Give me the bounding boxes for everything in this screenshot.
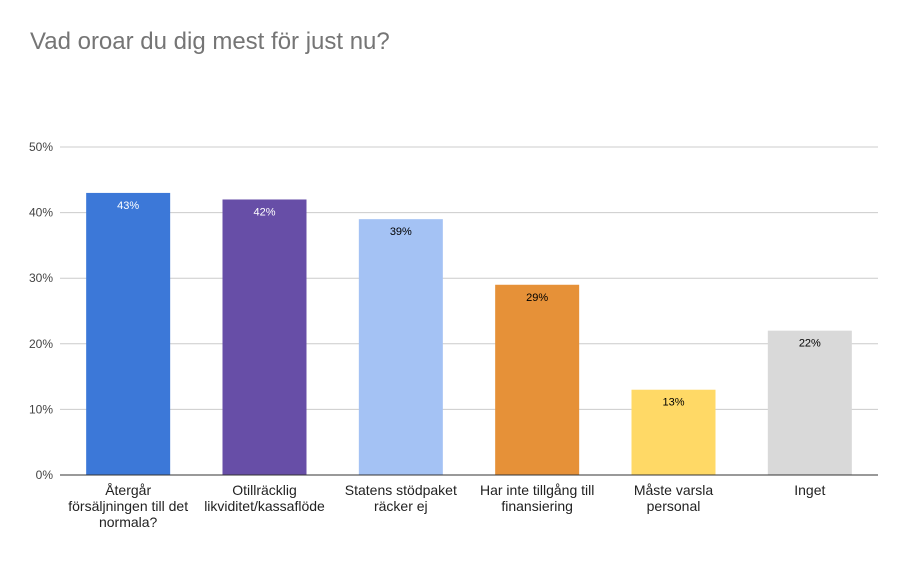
data-label: 29%	[526, 292, 548, 304]
y-tick-label: 50%	[29, 140, 53, 154]
y-tick-label: 0%	[36, 468, 54, 482]
x-tick-label: likviditet/kassaflöde	[204, 498, 325, 514]
x-tick-label: Otillräcklig	[232, 482, 297, 498]
data-label: 42%	[253, 206, 275, 218]
bar	[358, 219, 443, 475]
data-label: 22%	[799, 338, 821, 350]
y-tick-label: 30%	[29, 271, 53, 285]
bar	[767, 330, 852, 475]
chart-title: Vad oroar du dig mest för just nu?	[30, 28, 390, 55]
x-tick-label: personal	[647, 498, 701, 514]
y-tick-label: 20%	[29, 337, 53, 351]
x-tick-label: Återgår	[105, 482, 151, 498]
x-tick-label: normala?	[99, 514, 158, 530]
data-label: 13%	[662, 397, 684, 409]
x-tick-label: Inget	[794, 482, 825, 498]
bar	[495, 284, 580, 475]
x-tick-label: Måste varsla	[634, 482, 714, 498]
bar	[631, 389, 716, 475]
x-tick-label: räcker ej	[374, 498, 428, 514]
y-tick-label: 10%	[29, 402, 53, 416]
x-tick-label: finansiering	[501, 498, 573, 514]
x-tick-label: försäljningen till det	[68, 498, 188, 514]
x-tick-label: Har inte tillgång till	[480, 482, 594, 498]
bar	[222, 199, 307, 476]
data-label: 39%	[390, 226, 412, 238]
bar	[86, 192, 171, 476]
x-tick-label: Statens stödpaket	[345, 482, 457, 498]
data-label: 43%	[117, 200, 139, 212]
y-tick-label: 40%	[29, 206, 53, 220]
